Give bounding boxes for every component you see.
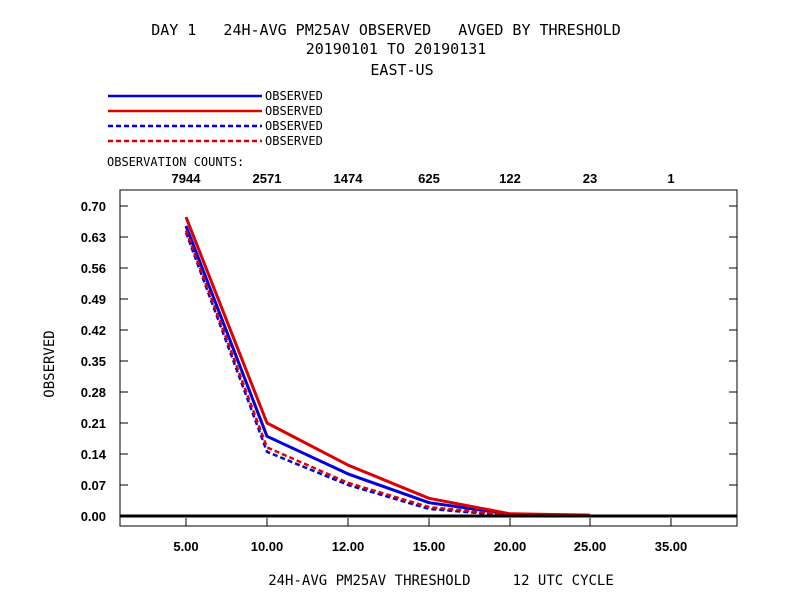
observation-count: 122 — [499, 171, 521, 186]
y-tick-label: 0.49 — [81, 292, 106, 307]
observation-count: 1 — [667, 171, 674, 186]
y-tick-label: 0.63 — [81, 230, 106, 245]
x-axis: 5.00 10.00 12.00 15.00 20.00 25.00 35.00 — [173, 518, 687, 554]
observation-counts: 7944 2571 1474 625 122 23 1 — [172, 171, 675, 186]
x-tick-label: 35.00 — [655, 539, 688, 554]
x-tick-label: 10.00 — [251, 539, 284, 554]
observation-count: 2571 — [253, 171, 282, 186]
observation-count: 23 — [583, 171, 597, 186]
observation-count: 7944 — [172, 171, 202, 186]
y-tick-label: 0.14 — [81, 447, 107, 462]
y-tick-label: 0.42 — [81, 323, 106, 338]
observation-counts-label: OBSERVATION COUNTS: — [107, 155, 244, 169]
y-axis: 0.00 0.07 0.14 0.21 0.28 0.35 0.42 0.49 0.56 0.63… — [81, 199, 737, 524]
observation-count: 625 — [418, 171, 440, 186]
y-tick-label: 0.70 — [81, 199, 106, 214]
series-group — [184, 216, 591, 518]
y-tick-label: 0.07 — [81, 478, 106, 493]
legend-label-4: OBSERVED — [265, 134, 323, 148]
y-tick-label: 0.56 — [81, 261, 106, 276]
x-tick-label: 5.00 — [173, 539, 198, 554]
x-tick-label: 15.00 — [413, 539, 446, 554]
y-tick-label: 0.28 — [81, 385, 106, 400]
y-axis-label: OBSERVED — [42, 330, 58, 397]
chart-date-range: 20190101 TO 20190131 — [306, 40, 487, 58]
x-tick-label: 20.00 — [494, 539, 527, 554]
plot-frame — [119, 189, 738, 527]
x-tick-label: 12.00 — [332, 539, 365, 554]
chart-title: DAY 1 24H-AVG PM25AV OBSERVED AVGED BY T… — [151, 21, 621, 39]
x-axis-label: 24H-AVG PM25AV THRESHOLD 12 UTC CYCLE — [268, 573, 614, 589]
series-line-2 — [184, 216, 591, 517]
y-tick-label: 0.21 — [81, 416, 106, 431]
y-tick-label: 0.35 — [81, 354, 106, 369]
observation-count: 1474 — [334, 171, 364, 186]
chart-region: EAST-US — [370, 61, 433, 79]
legend-label-2: OBSERVED — [265, 104, 323, 118]
y-tick-label: 0.00 — [81, 509, 106, 524]
legend-label-1: OBSERVED — [265, 89, 323, 103]
legend-label-3: OBSERVED — [265, 119, 323, 133]
x-tick-label: 25.00 — [574, 539, 607, 554]
